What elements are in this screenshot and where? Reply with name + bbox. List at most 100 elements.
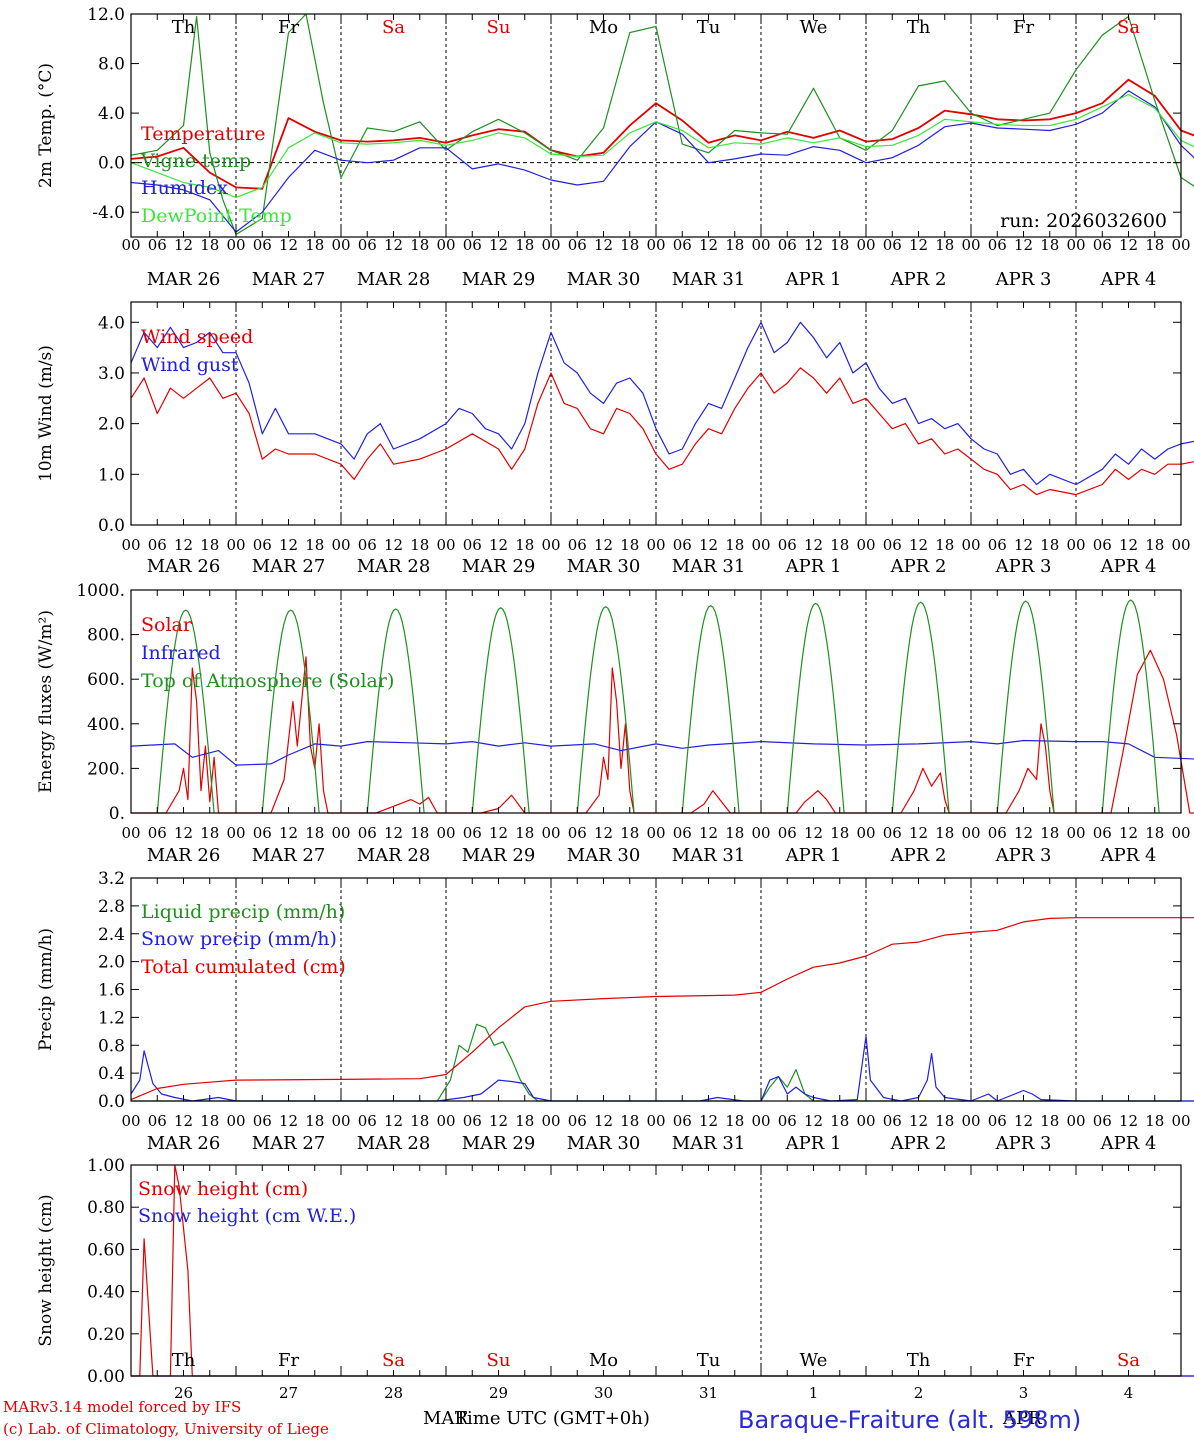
day-name-label: Fr xyxy=(1013,17,1034,38)
panel3-hour-label: 00 xyxy=(856,824,875,842)
panel3-date-label: APR 3 xyxy=(995,845,1052,866)
panel1-series-humidex xyxy=(130,90,1194,233)
panel1-hour-label: 12 xyxy=(594,236,613,254)
panel4-hour-label: 06 xyxy=(988,1112,1007,1130)
panel1-hour-label: 18 xyxy=(830,236,849,254)
panel2-date-label: MAR 31 xyxy=(672,556,746,577)
panel2-hour-label: 00 xyxy=(436,536,455,554)
panel3-hour-label: 18 xyxy=(305,824,324,842)
panel4-y-tick-label: 2.8 xyxy=(98,897,125,917)
panel5-y-tick-label: 0.20 xyxy=(87,1325,125,1345)
panel4-date-label: MAR 30 xyxy=(567,1133,641,1154)
panel2-y-tick-label: 2.0 xyxy=(98,415,125,435)
panel4-y-tick-label: 1.6 xyxy=(98,981,125,1001)
panel3-hour-label: 00 xyxy=(646,824,665,842)
panel2-hour-label: 12 xyxy=(489,536,508,554)
panel3-hour-label: 18 xyxy=(620,824,639,842)
panel2-hour-label: 00 xyxy=(856,536,875,554)
panel3-date-label: APR 1 xyxy=(785,845,842,866)
panel1-date-label: MAR 30 xyxy=(567,269,641,290)
panel4-series-snow-precip-mm-h xyxy=(130,1035,1194,1102)
panel1-date-label: APR 3 xyxy=(995,269,1052,290)
panel4-hour-label: 00 xyxy=(1171,1112,1190,1130)
panel2-hour-label: 12 xyxy=(804,536,823,554)
bottom-day-name-label: Th xyxy=(907,1350,931,1371)
panel4-hour-label: 06 xyxy=(358,1112,377,1130)
panel4-y-tick-label: 2.0 xyxy=(98,953,125,973)
panel1-legend-entry: Vigne temp xyxy=(140,150,251,172)
panel3-date-label: MAR 27 xyxy=(252,845,326,866)
panel2-hour-label: 18 xyxy=(830,536,849,554)
panel1-date-label: MAR 26 xyxy=(147,269,221,290)
panel2-hour-label: 00 xyxy=(961,536,980,554)
panel3-hour-label: 06 xyxy=(253,824,272,842)
bottom-day-name-label: Mo xyxy=(589,1350,618,1371)
panel1-series-vigne-temp xyxy=(130,13,1194,236)
panel4-hour-label: 06 xyxy=(148,1112,167,1130)
panel1-hour-label: 06 xyxy=(673,236,692,254)
panel3-hour-label: 06 xyxy=(568,824,587,842)
grid-layer xyxy=(131,14,1181,1376)
panel4-hour-label: 18 xyxy=(305,1112,324,1130)
panel1-hour-label: 00 xyxy=(436,236,455,254)
panel3-date-label: APR 4 xyxy=(1100,845,1157,866)
day-name-label: Tu xyxy=(697,17,721,38)
panel2-date-label: APR 3 xyxy=(995,556,1052,577)
axes-layer xyxy=(130,13,1182,1377)
panel4-date-label: MAR 31 xyxy=(672,1133,746,1154)
bottom-date-number: 3 xyxy=(1019,1384,1029,1402)
panel2-hour-label: 12 xyxy=(699,536,718,554)
panel2-hour-label: 00 xyxy=(1171,536,1190,554)
panel4-hour-label: 18 xyxy=(1040,1112,1059,1130)
panel2-hour-label: 18 xyxy=(1040,536,1059,554)
bottom-date-number: 28 xyxy=(384,1384,403,1402)
bottom-date-number: 1 xyxy=(809,1384,819,1402)
panel4-y-axis-label: Precip (mm/h) xyxy=(36,928,56,1051)
panel4-hour-label: 12 xyxy=(909,1112,928,1130)
bottom-day-name-label: Th xyxy=(172,1350,196,1371)
panel4-hour-label: 12 xyxy=(699,1112,718,1130)
footer-model-credit: MARv3.14 model forced by IFS xyxy=(3,1398,241,1416)
bottom-day-name-label: Tu xyxy=(697,1350,721,1371)
panel1-date-label: APR 1 xyxy=(785,269,842,290)
panel1-hour-label: 06 xyxy=(463,236,482,254)
panel2-date-label: APR 1 xyxy=(785,556,842,577)
day-name-label: Sa xyxy=(382,17,405,38)
footer-month-mar: MAR xyxy=(423,1408,468,1429)
panel2-y-tick-label: 1.0 xyxy=(98,465,125,485)
panel2-hour-label: 12 xyxy=(909,536,928,554)
panel2-legend-entry: Wind gust xyxy=(141,354,239,376)
panel2-hour-label: 06 xyxy=(673,536,692,554)
panel1-legend-entry: Temperature xyxy=(141,123,265,145)
panel3-date-label: MAR 26 xyxy=(147,845,221,866)
panel5-legend-entry: Snow height (cm) xyxy=(138,1178,308,1200)
panel3-hour-label: 18 xyxy=(515,824,534,842)
panel2-hour-label: 18 xyxy=(620,536,639,554)
panel2-hour-label: 18 xyxy=(515,536,534,554)
panel3-hour-label: 06 xyxy=(463,824,482,842)
panel4-hour-label: 18 xyxy=(515,1112,534,1130)
panel1-hour-label: 00 xyxy=(961,236,980,254)
panel3-hour-label: 00 xyxy=(1171,824,1190,842)
panel3-hour-label: 06 xyxy=(778,824,797,842)
panel2-hour-label: 12 xyxy=(384,536,403,554)
panel1-hour-label: 12 xyxy=(1119,236,1138,254)
panel1-date-label: APR 2 xyxy=(890,269,947,290)
panel4-date-label: MAR 27 xyxy=(252,1133,326,1154)
day-name-label: Th xyxy=(172,17,196,38)
panel3-y-tick-label: 600. xyxy=(87,670,125,690)
panel1-hour-label: 18 xyxy=(305,236,324,254)
panel4-y-tick-label: 0.8 xyxy=(98,1036,125,1056)
panel3-hour-label: 12 xyxy=(594,824,613,842)
panel4-hour-label: 12 xyxy=(279,1112,298,1130)
series-layer xyxy=(130,13,1194,1377)
panel3-hour-label: 12 xyxy=(804,824,823,842)
panel4-hour-label: 06 xyxy=(883,1112,902,1130)
panel4-hour-label: 18 xyxy=(1145,1112,1164,1130)
panel3-hour-label: 12 xyxy=(1014,824,1033,842)
panel1-hour-label: 00 xyxy=(751,236,770,254)
panel2-date-label: MAR 28 xyxy=(357,556,431,577)
panel1-y-tick-label: -4.0 xyxy=(92,203,125,223)
panel2-y-tick-label: 0.0 xyxy=(98,516,125,536)
panel5-y-tick-label: 0.40 xyxy=(87,1283,125,1303)
